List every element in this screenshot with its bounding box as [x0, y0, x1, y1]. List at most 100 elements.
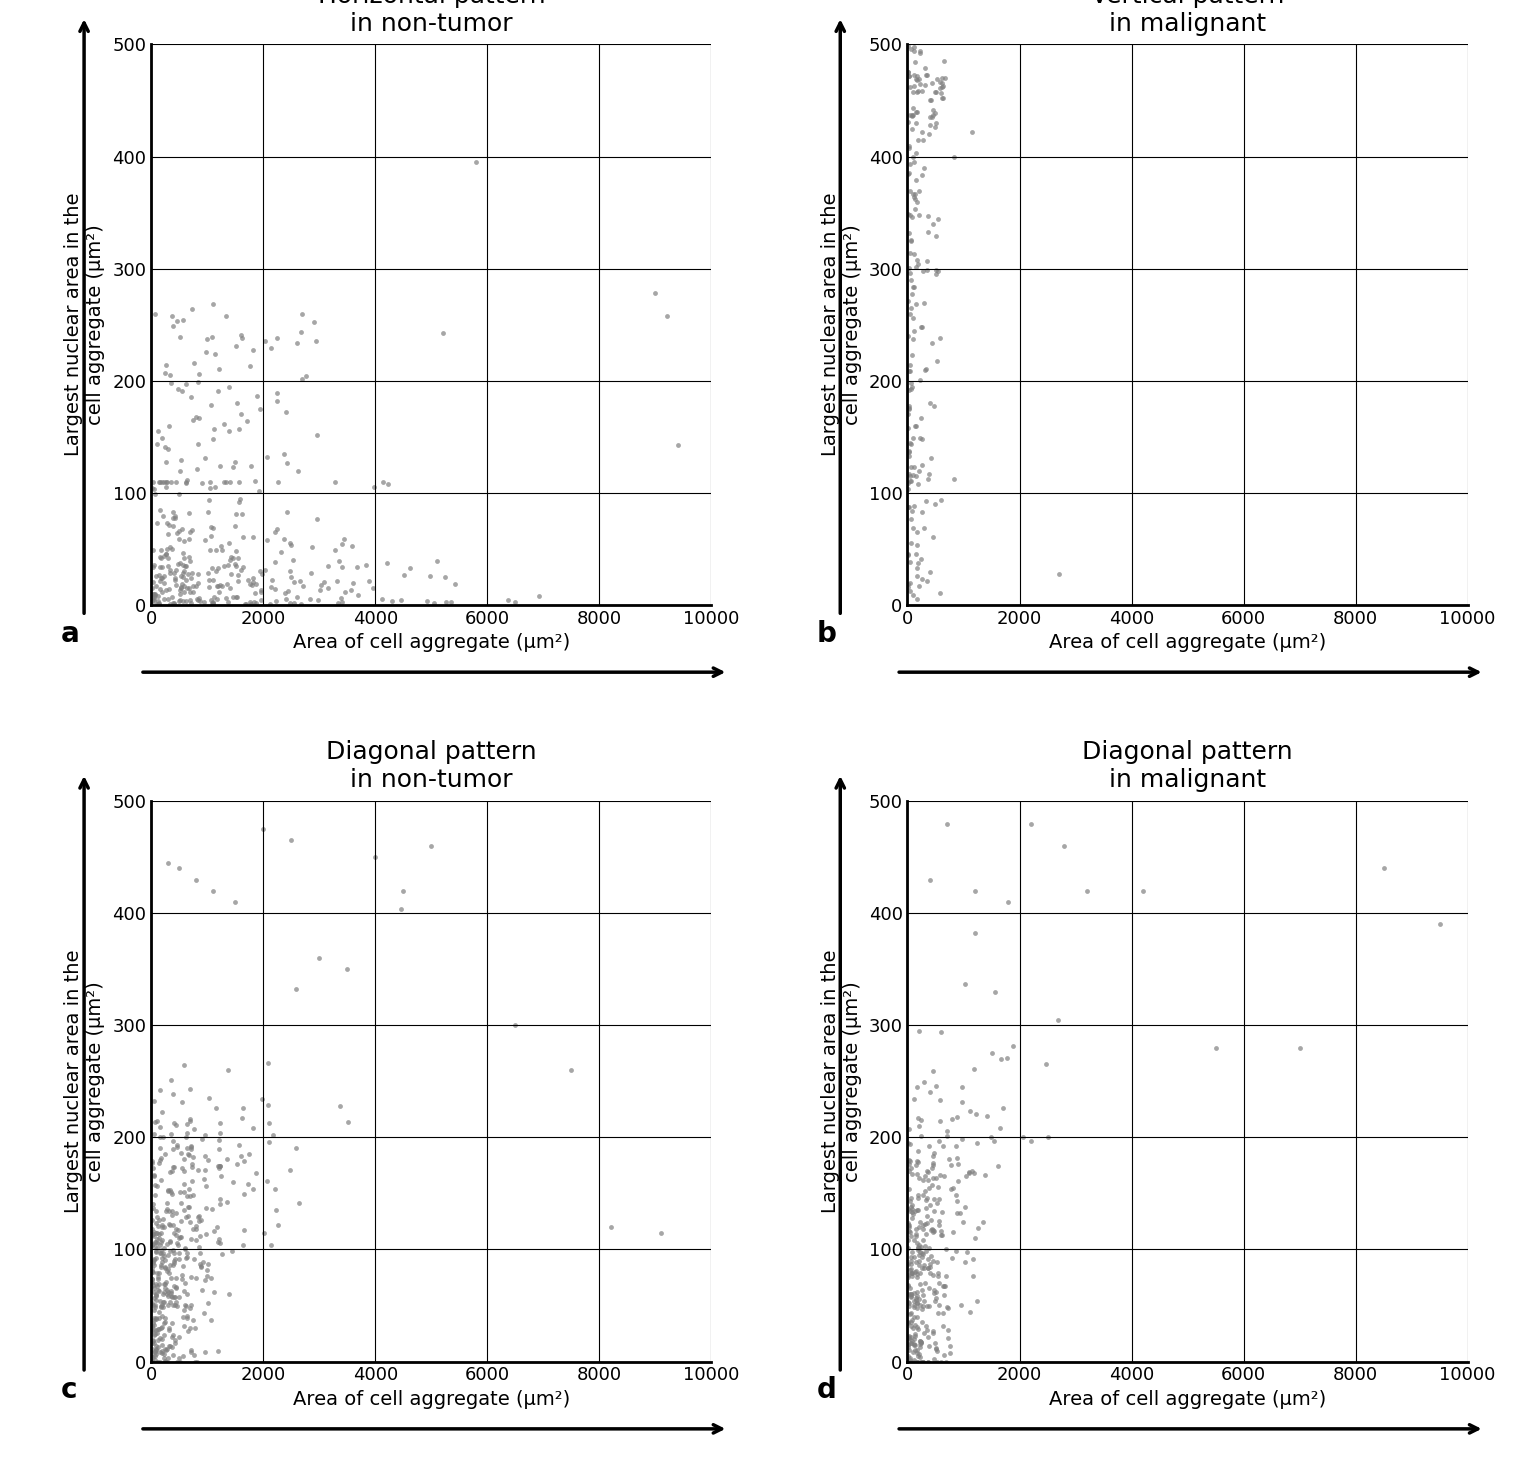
Point: [166, 377, 191, 401]
Point: [159, 1279, 183, 1302]
Point: [906, 574, 930, 598]
Point: [195, 500, 219, 524]
Point: [201, 591, 225, 614]
Point: [163, 1291, 188, 1314]
Point: [141, 1314, 165, 1338]
Point: [153, 1257, 177, 1280]
Point: [177, 1077, 201, 1101]
Point: [915, 204, 940, 228]
Point: [944, 1135, 968, 1159]
Point: [215, 571, 239, 595]
Point: [330, 531, 354, 555]
Point: [331, 527, 356, 551]
Point: [174, 568, 198, 592]
Point: [139, 1218, 163, 1242]
Point: [955, 1240, 979, 1264]
Point: [905, 533, 929, 556]
Point: [920, 1217, 944, 1240]
Point: [360, 576, 384, 599]
Point: [203, 475, 227, 499]
Point: [216, 591, 241, 614]
Point: [141, 539, 165, 562]
Point: [905, 1231, 929, 1255]
Point: [896, 543, 920, 567]
Point: [278, 533, 303, 556]
Point: [905, 189, 929, 213]
Point: [961, 1246, 985, 1270]
Point: [144, 582, 168, 605]
Point: [142, 1323, 166, 1347]
Point: [906, 1236, 930, 1259]
Point: [142, 1348, 166, 1372]
Point: [263, 1178, 287, 1202]
Point: [250, 1088, 274, 1111]
Point: [171, 308, 195, 332]
Point: [899, 377, 923, 401]
Point: [923, 491, 947, 515]
Point: [200, 592, 224, 616]
Point: [911, 1350, 935, 1373]
Point: [915, 1317, 940, 1341]
Point: [172, 1147, 197, 1171]
Point: [389, 897, 413, 921]
Point: [419, 835, 443, 858]
Point: [371, 588, 395, 611]
Point: [165, 309, 189, 333]
Point: [197, 574, 221, 598]
Point: [903, 1325, 927, 1348]
Point: [145, 1109, 169, 1132]
Point: [908, 1211, 932, 1234]
Point: [144, 1283, 168, 1307]
Point: [159, 1265, 183, 1289]
Point: [908, 1252, 932, 1276]
Point: [905, 463, 929, 487]
Point: [257, 592, 281, 616]
Point: [188, 1224, 212, 1248]
Point: [906, 1236, 930, 1259]
Point: [897, 75, 921, 99]
Point: [200, 326, 224, 349]
Point: [147, 562, 171, 586]
Point: [439, 589, 463, 613]
Point: [908, 1329, 932, 1353]
Point: [245, 385, 269, 408]
Point: [900, 499, 924, 522]
Point: [899, 1252, 923, 1276]
Point: [915, 1169, 940, 1193]
Point: [946, 1169, 970, 1193]
Point: [160, 1344, 185, 1368]
Point: [244, 573, 268, 596]
Point: [159, 1285, 183, 1308]
Point: [983, 980, 1008, 1003]
Point: [216, 1282, 241, 1305]
Point: [962, 1227, 986, 1251]
Point: [188, 1252, 212, 1276]
Point: [309, 573, 333, 596]
Point: [974, 1104, 999, 1128]
Point: [906, 179, 930, 203]
Point: [897, 354, 921, 377]
Point: [185, 867, 209, 891]
Point: [905, 129, 929, 152]
Point: [899, 469, 923, 493]
Point: [250, 580, 274, 604]
Point: [903, 1261, 927, 1285]
Point: [920, 1153, 944, 1177]
Point: [909, 1277, 934, 1301]
Text: a: a: [61, 620, 79, 648]
Point: [902, 1305, 926, 1329]
Point: [927, 1209, 952, 1233]
Point: [186, 432, 210, 456]
Point: [148, 1126, 172, 1150]
Point: [206, 1215, 230, 1239]
Point: [191, 1128, 215, 1151]
Point: [899, 1257, 923, 1280]
Point: [207, 573, 231, 596]
Point: [182, 351, 206, 374]
Point: [150, 1251, 174, 1274]
Point: [154, 1259, 179, 1283]
Point: [937, 1319, 961, 1342]
Point: [180, 1217, 204, 1240]
Point: [198, 469, 222, 493]
Point: [172, 559, 197, 583]
